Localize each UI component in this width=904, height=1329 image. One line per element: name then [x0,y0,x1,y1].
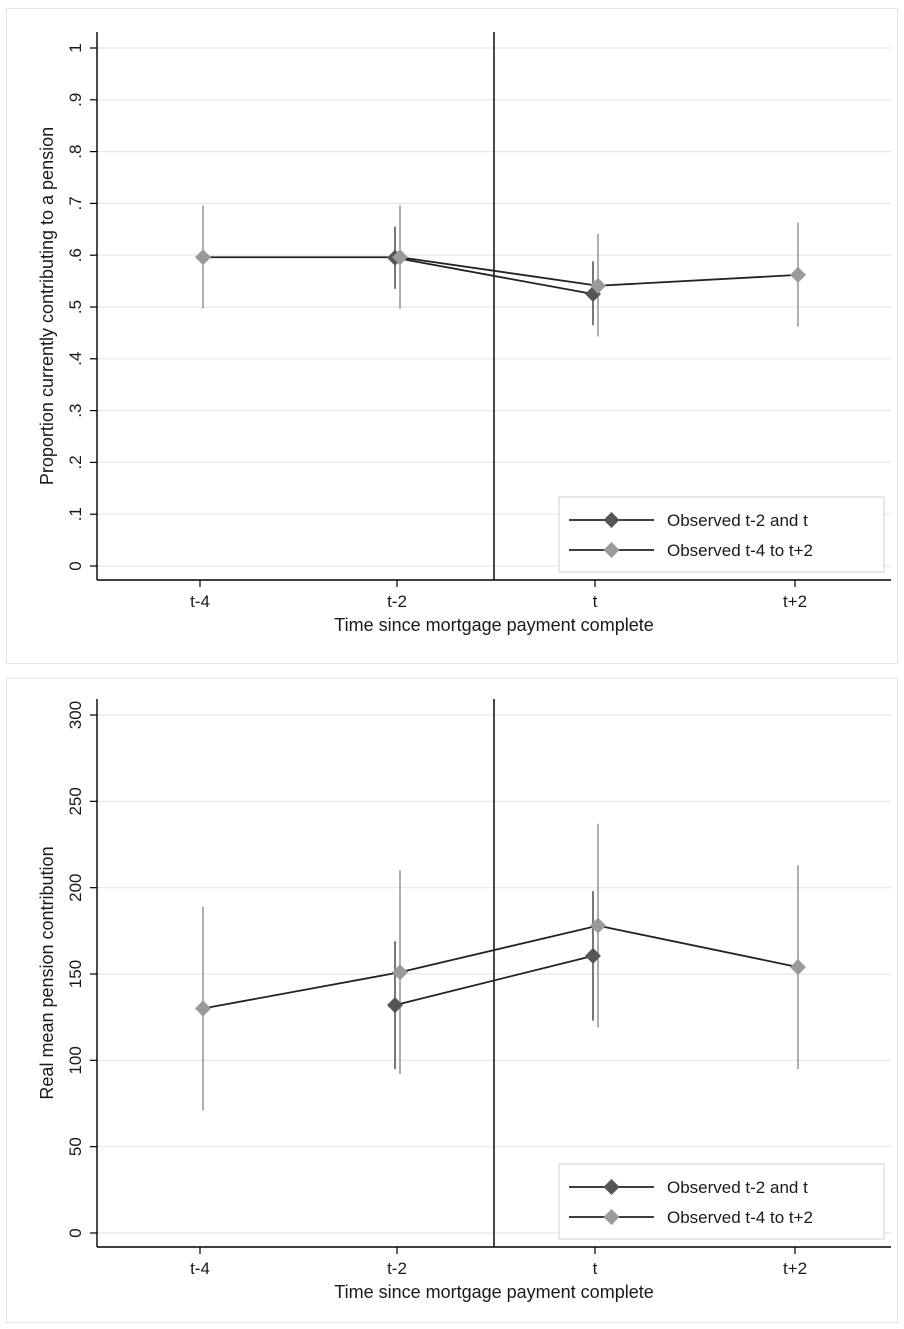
series-line [203,256,799,287]
data-point-marker [590,917,606,934]
data-point-marker [392,964,408,981]
y-tick-label: 50 [66,1137,85,1156]
legend-box [558,496,885,573]
legend-label: Observed t-4 to t+2 [667,1208,813,1227]
x-tick-label: t-2 [387,592,407,611]
y-tick-label: .5 [66,300,85,314]
x-tick-label: t+2 [783,1259,807,1278]
data-point-marker [790,959,806,976]
y-axis-title: Proportion currently contributing to a p… [37,127,57,485]
x-tick-label: t [593,592,598,611]
series-line [394,256,594,295]
y-tick-label: 300 [66,701,85,729]
legend-marker [603,1209,620,1225]
x-tick-label: t+2 [783,592,807,611]
legend-marker [603,512,620,528]
chart-panel-bottom: 0 50 100 150 200 250 300 t-4 t-2 t t+2 Time since m… [0,670,904,1329]
legend-marker [603,1179,620,1195]
pension-participation-chart: 0 .1 .2 .3 .4 .5 .6 .7 .8 .9 1 t-4 t-2 t t+2 Time since… [37,32,891,635]
pension-contribution-chart: 0 50 100 150 200 250 300 t-4 t-2 t t+2 Time since m… [37,699,891,1302]
y-tick-label: .9 [66,93,85,107]
panel-frame [6,678,898,1323]
y-tick-label: .7 [66,196,85,210]
data-point-marker [387,997,403,1014]
series-line [394,954,594,1006]
legend-box [558,1163,885,1240]
x-axis-title: Time since mortgage payment complete [334,1282,653,1302]
y-tick-label: 150 [66,960,85,988]
legend-label: Observed t-2 and t [667,1178,808,1197]
x-tick-label: t-4 [190,592,210,611]
data-point-marker [790,266,806,283]
y-tick-label: .4 [66,352,85,366]
y-tick-label: 0 [66,1228,85,1237]
panel-frame [6,8,898,664]
y-tick-label: 0 [66,561,85,570]
y-axis-title: Real mean pension contribution [37,846,57,1099]
legend-label: Observed t-2 and t [667,511,808,530]
series-line [202,924,799,1010]
data-point-marker [195,1000,211,1017]
x-tick-label: t [593,1259,598,1278]
x-tick-label: t-2 [387,1259,407,1278]
legend-marker [603,542,620,558]
x-axis-title: Time since mortgage payment complete [334,615,653,635]
data-point-marker [585,947,601,964]
y-tick-label: 200 [66,873,85,901]
y-tick-label: 100 [66,1046,85,1074]
chart-panel-top: 0 .1 .2 .3 .4 .5 .6 .7 .8 .9 1 t-4 t-2 t t+2 Time since… [6,8,898,664]
y-tick-label: .8 [66,145,85,159]
legend-label: Observed t-4 to t+2 [667,541,813,560]
y-tick-label: .6 [66,248,85,262]
y-tick-label: .1 [66,507,85,521]
data-point-marker [392,249,408,266]
data-point-marker [590,277,606,294]
y-tick-label: 1 [66,43,85,52]
y-tick-label: 250 [66,787,85,815]
data-point-marker [195,249,211,266]
y-tick-label: .3 [66,404,85,418]
y-tick-label: .2 [66,455,85,469]
x-tick-label: t-4 [190,1259,210,1278]
